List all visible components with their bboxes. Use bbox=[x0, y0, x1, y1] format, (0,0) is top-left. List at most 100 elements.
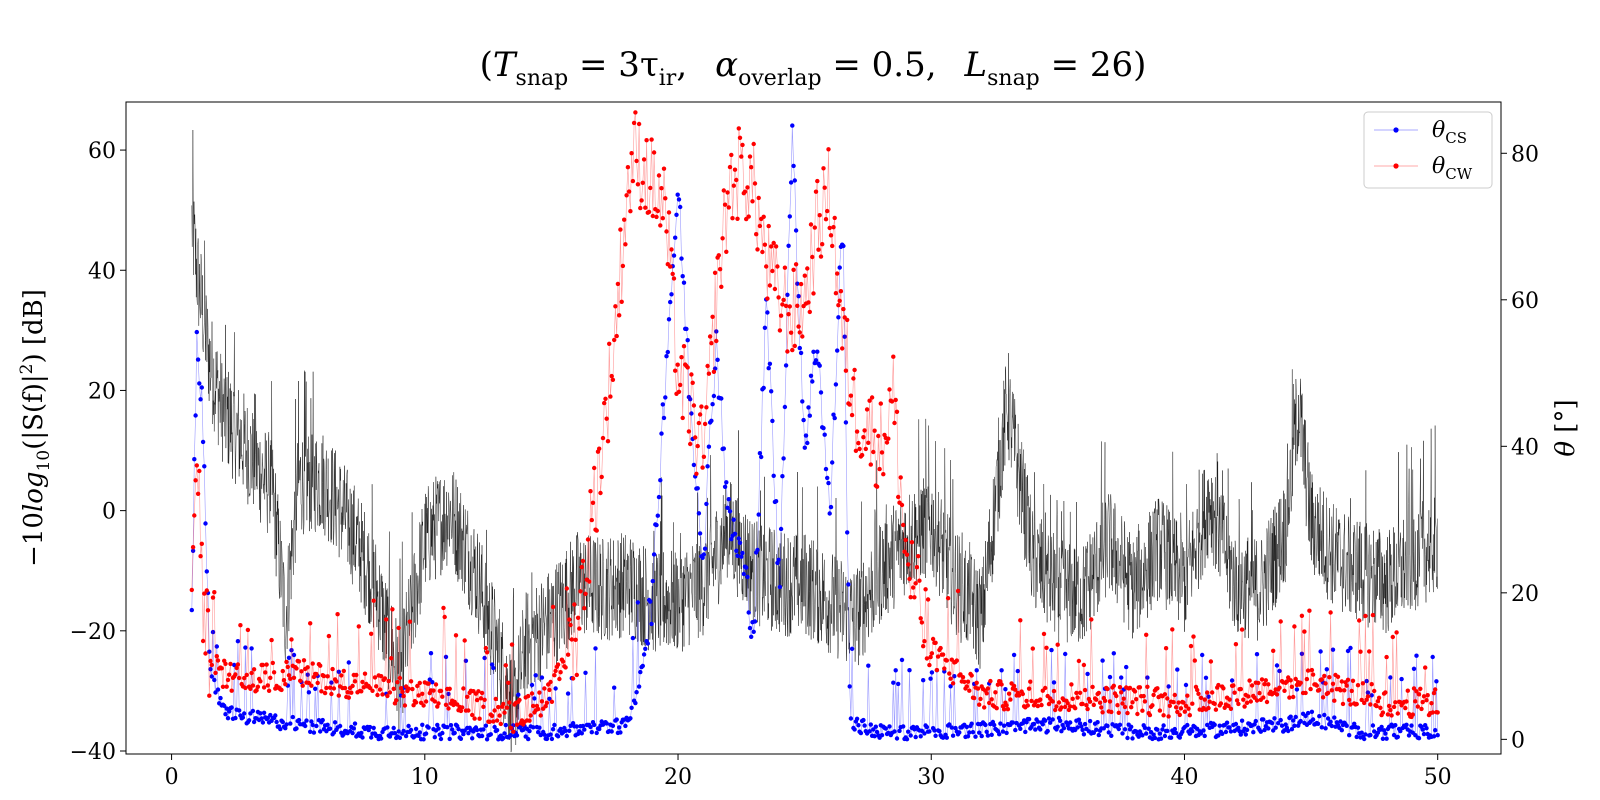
theta-cw-point bbox=[898, 475, 903, 480]
theta-cw-point bbox=[243, 685, 248, 691]
theta-cw-point bbox=[420, 691, 425, 696]
theta-cw-point bbox=[613, 304, 618, 309]
theta-cw-point bbox=[707, 334, 713, 339]
theta-cw-point bbox=[877, 466, 882, 472]
y-right-tick-label: 80 bbox=[1511, 142, 1539, 167]
theta-cw-point bbox=[577, 626, 582, 631]
theta-cw-point bbox=[413, 700, 419, 705]
theta-cw-point bbox=[502, 710, 507, 715]
theta-cs-point bbox=[965, 734, 971, 739]
theta-cs-point bbox=[1160, 727, 1165, 732]
theta-cw-point bbox=[208, 658, 213, 664]
theta-cs-point bbox=[969, 721, 974, 726]
theta-cw-point bbox=[954, 658, 959, 663]
theta-cs-point bbox=[484, 737, 490, 742]
theta-cw-point bbox=[818, 254, 824, 259]
theta-cw-point bbox=[255, 684, 261, 689]
theta-cw-point bbox=[1085, 706, 1090, 712]
theta-cs-point bbox=[893, 668, 898, 673]
theta-cs-point bbox=[1202, 733, 1207, 739]
theta-cw-point bbox=[1347, 697, 1352, 703]
theta-cw-point bbox=[1320, 695, 1326, 700]
theta-cs-point bbox=[862, 723, 867, 728]
theta-cs-point bbox=[314, 723, 319, 729]
theta-cs-point bbox=[739, 554, 744, 559]
theta-cw-point bbox=[607, 341, 612, 346]
theta-cw-point bbox=[928, 654, 933, 660]
theta-cs-point bbox=[921, 678, 926, 683]
theta-cw-point bbox=[695, 443, 700, 449]
theta-cs-point bbox=[198, 397, 203, 402]
theta-cs-point bbox=[711, 393, 717, 399]
y-right-tick-label: 60 bbox=[1511, 289, 1539, 314]
theta-cs-point bbox=[406, 723, 411, 729]
theta-cw-point bbox=[964, 684, 969, 689]
theta-cs-point bbox=[359, 730, 364, 736]
theta-cs-point bbox=[778, 526, 784, 532]
theta-cs-point bbox=[1286, 728, 1291, 734]
theta-cw-point bbox=[722, 202, 728, 207]
theta-cw-point bbox=[235, 662, 241, 667]
theta-cw-point bbox=[835, 271, 840, 276]
theta-cw-point bbox=[391, 686, 396, 691]
theta-cs-point bbox=[268, 712, 273, 718]
theta-cw-point bbox=[1005, 707, 1011, 712]
theta-cs-point bbox=[767, 361, 773, 366]
theta-cw-point bbox=[582, 606, 587, 611]
theta-cw-point bbox=[263, 670, 268, 675]
theta-cw-point bbox=[1115, 703, 1120, 708]
theta-cw-point bbox=[815, 178, 820, 184]
theta-cw-point bbox=[691, 403, 697, 408]
theta-cs-point bbox=[1013, 727, 1018, 733]
theta-cw-point bbox=[327, 685, 333, 690]
theta-cs-point bbox=[303, 723, 308, 729]
theta-cw-point bbox=[668, 264, 673, 269]
theta-cs-point bbox=[1258, 729, 1264, 734]
theta-cw-point bbox=[732, 167, 738, 172]
theta-cw-point bbox=[1122, 704, 1128, 710]
theta-cw-point bbox=[1380, 710, 1386, 715]
theta-cs-point bbox=[1323, 726, 1328, 731]
theta-cs-point bbox=[290, 714, 295, 720]
theta-cw-point bbox=[1431, 690, 1437, 696]
theta-cw-point bbox=[1099, 705, 1104, 710]
theta-cw-point bbox=[1411, 686, 1417, 691]
theta-cs-point bbox=[668, 299, 673, 305]
theta-cw-point bbox=[1144, 632, 1149, 637]
theta-cs-point bbox=[800, 399, 805, 404]
theta-cs-point bbox=[567, 728, 572, 733]
theta-cw-point bbox=[1289, 684, 1295, 689]
theta-cw-point bbox=[491, 719, 496, 724]
theta-cw-point bbox=[1375, 699, 1381, 704]
theta-cw-point bbox=[832, 215, 837, 221]
theta-cs-point bbox=[997, 732, 1002, 737]
theta-cs-point bbox=[1144, 731, 1149, 736]
theta-cw-point bbox=[260, 662, 266, 668]
theta-cw-point bbox=[1384, 654, 1389, 660]
theta-cw-point bbox=[310, 661, 315, 666]
theta-cw-point bbox=[410, 686, 415, 692]
theta-cw-point bbox=[331, 686, 337, 691]
theta-cw-point bbox=[1410, 712, 1416, 717]
theta-cw-point bbox=[440, 694, 445, 699]
theta-cw-point bbox=[930, 636, 936, 642]
theta-cw-point bbox=[244, 672, 249, 678]
theta-cs-point bbox=[1393, 723, 1398, 728]
theta-cw-point bbox=[377, 687, 383, 692]
theta-cw-point bbox=[1129, 705, 1134, 710]
theta-cs-point bbox=[746, 610, 751, 615]
theta-cw-point bbox=[914, 565, 920, 570]
theta-cw-point bbox=[725, 190, 730, 195]
theta-cw-point bbox=[923, 587, 928, 592]
theta-cw-point bbox=[279, 687, 284, 693]
theta-cw-point bbox=[511, 729, 516, 734]
theta-cw-point bbox=[588, 489, 593, 494]
theta-cw-point bbox=[847, 402, 852, 407]
theta-cs-point bbox=[1253, 718, 1259, 724]
theta-cw-point bbox=[1390, 634, 1396, 640]
theta-cs-point bbox=[719, 396, 724, 401]
theta-cs-point bbox=[250, 708, 256, 714]
theta-cw-point bbox=[536, 706, 541, 712]
theta-cs-point bbox=[634, 690, 639, 695]
theta-cw-point bbox=[720, 236, 725, 241]
